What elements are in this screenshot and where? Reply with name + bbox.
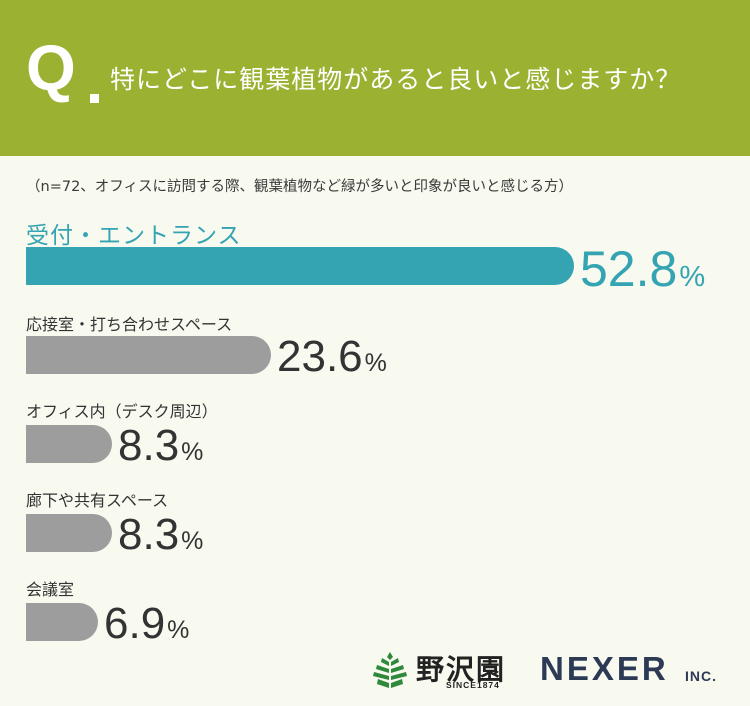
sample-note: （n=72、オフィスに訪問する際、観葉植物など緑が多いと印象が良いと感じる方） <box>26 179 573 195</box>
value-label-1: 23.6% <box>277 332 387 381</box>
value-label-4: 6.9% <box>104 599 190 648</box>
nexer-logo-text: NEXER <box>540 650 669 687</box>
value-label-3: 8.3% <box>118 510 204 559</box>
category-label-2: オフィス内（デスク周辺） <box>26 402 218 421</box>
category-label-4: 会議室 <box>26 580 75 599</box>
bar-0 <box>26 247 574 285</box>
bar-1 <box>26 336 271 374</box>
nozawa-since-text: SINCE1874 <box>446 680 500 690</box>
bar-2 <box>26 425 112 463</box>
leaf-logo-icon <box>373 652 407 688</box>
bar-4 <box>26 603 98 641</box>
category-label-1: 応接室・打ち合わせスペース <box>26 315 233 334</box>
value-label-2: 8.3% <box>118 421 204 470</box>
value-label-0: 52.8% <box>580 241 706 297</box>
question-header: Q 特にどこに観葉植物があると良いと感じますか？ <box>0 0 750 156</box>
question-text: 特にどこに観葉植物があると良いと感じますか？ <box>110 65 682 94</box>
bar-3 <box>26 514 112 552</box>
footer-logos: 野沢園 SINCE1874 NEXER INC. <box>372 648 732 698</box>
q-dot <box>90 94 99 103</box>
q-letter: Q <box>26 32 76 104</box>
nozawa-logo-text: 野沢園 <box>416 653 507 686</box>
category-label-3: 廊下や共有スペース <box>26 491 169 510</box>
nexer-inc-text: INC. <box>685 668 717 684</box>
category-label-0: 受付・エントランス <box>26 223 242 249</box>
